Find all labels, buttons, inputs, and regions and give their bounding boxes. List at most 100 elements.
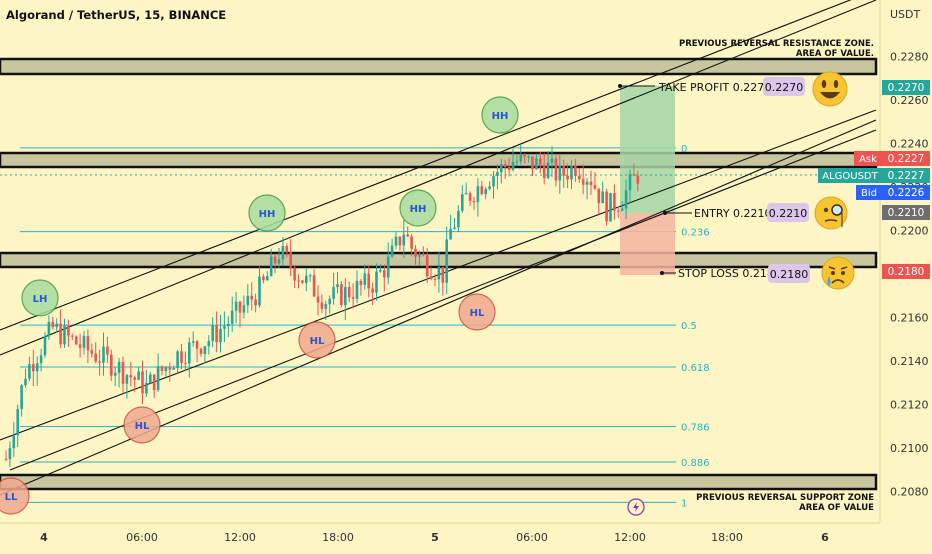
support-note-1: PREVIOUS REVERSAL SUPPORT ZONE [696,493,874,503]
candle-body [4,458,8,460]
candle-body [67,325,70,336]
crying-face-icon [821,256,855,290]
candle-body [234,301,238,311]
price-tick-label: 0.2240 [890,138,929,151]
time-tick-label: 06:00 [516,531,548,544]
time-axis[interactable]: 4 06:00 12:00 18:00 5 06:00 12:00 18:00 6 [0,522,880,544]
svg-text:ALGOUSDT: ALGOUSDT [822,171,878,182]
svg-text:0.2180: 0.2180 [888,266,925,278]
channel-line-2 [0,0,852,331]
candle-body [137,371,140,380]
candle-body [410,236,413,249]
time-tick-label: 06:00 [126,531,158,544]
price-tick-label: 0.2140 [890,355,929,368]
candle-body [527,156,530,158]
svg-text:Bid: Bid [861,188,877,199]
candle-body [402,234,406,246]
candle-body [12,435,16,449]
stop-loss-label: STOP LOSS 0.2180 [678,267,781,280]
candle-body [180,351,183,363]
entry-dot [663,211,667,215]
time-tick-label: 12:00 [614,531,646,544]
candle-body [262,276,265,281]
candle-body [258,276,261,306]
candle-body [574,165,577,176]
candle-body [51,321,55,328]
candle-body [133,377,136,380]
candle-body [71,335,74,337]
candle-body [476,186,480,203]
candle-body [464,193,468,195]
candle-body [636,175,640,184]
lightning-icon[interactable] [627,498,645,516]
candle-body [344,287,347,306]
candle-body [539,158,542,165]
candle-body [546,162,550,178]
channel-line-1 [0,0,877,356]
candle-body [632,174,636,176]
candle-body [156,366,160,390]
candle-body [609,193,612,222]
candle-body [593,185,597,189]
candle-body [468,193,472,201]
candle-body [488,186,491,190]
candle-body [620,208,624,211]
time-tick-label: 12:00 [224,531,256,544]
time-tick-label: 18:00 [322,531,354,544]
fibonacci-levels: 0 0.236 0.5 0.618 0.786 0.886 1 [20,144,710,509]
candle-body [102,346,105,363]
take-profit-dot [618,84,622,88]
candle-body [398,236,402,246]
candle-body [269,256,273,277]
entry-label: ENTRY 0.2210 [694,207,772,220]
candle-body [562,165,565,176]
candle-body [316,296,320,303]
candle-body [63,325,66,345]
svg-text:LL: LL [5,492,18,503]
candle-body [386,256,390,278]
candle-body [32,364,35,372]
candle-body [188,342,191,364]
candle-body [20,385,23,410]
candle-body [507,166,511,170]
candle-body [168,367,172,370]
take-profit-tag: 0.2270 [765,81,804,94]
candle-body [28,364,31,379]
candle-body [195,341,199,349]
candle-body [340,284,343,306]
candle-body [215,325,218,343]
swing-lh: LH [21,279,59,317]
candle-body [176,351,179,369]
candle-body [312,275,316,297]
candle-body [149,374,152,383]
candle-body [117,361,121,373]
time-tick-label: 6 [821,531,829,544]
price-tick-label: 0.2120 [890,399,929,412]
candle-body [429,276,433,279]
candle-body [47,321,51,337]
time-tick-label: 18:00 [711,531,743,544]
candle-body [35,363,39,372]
candle-body [433,278,437,280]
resistance-note-1: PREVIOUS REVERSAL RESISTANCE ZONE. [679,39,874,49]
candle-body [184,362,187,364]
bid-price-tag [882,185,930,200]
price-tick-label: 0.2160 [890,312,929,325]
price-scale[interactable]: USDT 0.22800.22600.22400.22200.22000.218… [818,0,930,522]
candle-body [59,323,62,345]
candle-body [211,325,214,341]
candle-body [254,299,257,306]
candle-body [461,194,464,211]
candle-body [578,175,581,180]
swing-ll: LL [0,477,30,515]
candle-body [535,158,538,170]
candles [4,144,640,467]
candle-body [145,382,148,394]
candle-body [624,190,628,209]
candle-body [414,248,417,257]
candle-body [383,270,386,278]
candle-body [355,280,359,299]
candle-body [24,378,27,386]
